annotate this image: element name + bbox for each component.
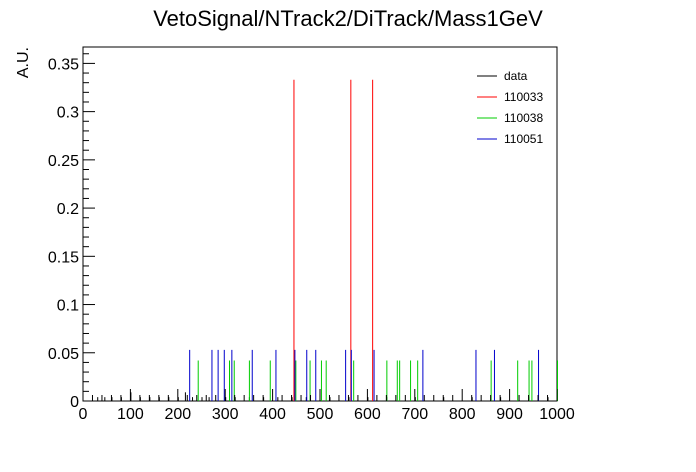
y-tick-label: 0 [70, 394, 79, 411]
y-tick-label: 0.3 [57, 105, 79, 122]
x-tick-label: 900 [496, 406, 523, 423]
x-tick-label: 1000 [539, 406, 575, 423]
legend-label-110033: 110033 [504, 90, 543, 104]
legend-label-110051: 110051 [504, 132, 543, 146]
y-tick-label: 0.35 [48, 56, 79, 73]
y-tick-label: 0.1 [57, 298, 79, 315]
legend-label-110038: 110038 [504, 111, 543, 125]
x-tick-label: 300 [212, 406, 239, 423]
x-tick-label: 400 [259, 406, 286, 423]
plot-frame [82, 46, 558, 402]
y-tick-label: 0.05 [48, 346, 79, 363]
histogram-bars [97, 79, 558, 401]
y-axis: 0 0.05 0.1 0.15 0.2 0.25 0.3 0.35 [48, 53, 95, 411]
y-axis-title: A.U. [15, 47, 32, 78]
x-axis: 0 100 200 300 400 500 600 700 800 900 1000 [79, 389, 575, 423]
x-tick-label: 600 [354, 406, 381, 423]
y-tick-label: 0.2 [57, 201, 79, 218]
x-tick-label: 700 [401, 406, 428, 423]
chart-title: VetoSignal/NTrack2/DiTrack/Mass1GeV [153, 6, 543, 31]
y-tick-label: 0.15 [48, 249, 79, 266]
x-tick-label: 800 [449, 406, 476, 423]
x-tick-label: 0 [79, 406, 88, 423]
x-tick-label: 100 [117, 406, 144, 423]
legend: data 110033 110038 110051 [477, 69, 543, 146]
x-tick-label: 500 [307, 406, 334, 423]
y-tick-label: 0.25 [48, 153, 79, 170]
x-tick-label: 200 [164, 406, 191, 423]
legend-label-data: data [504, 69, 528, 83]
